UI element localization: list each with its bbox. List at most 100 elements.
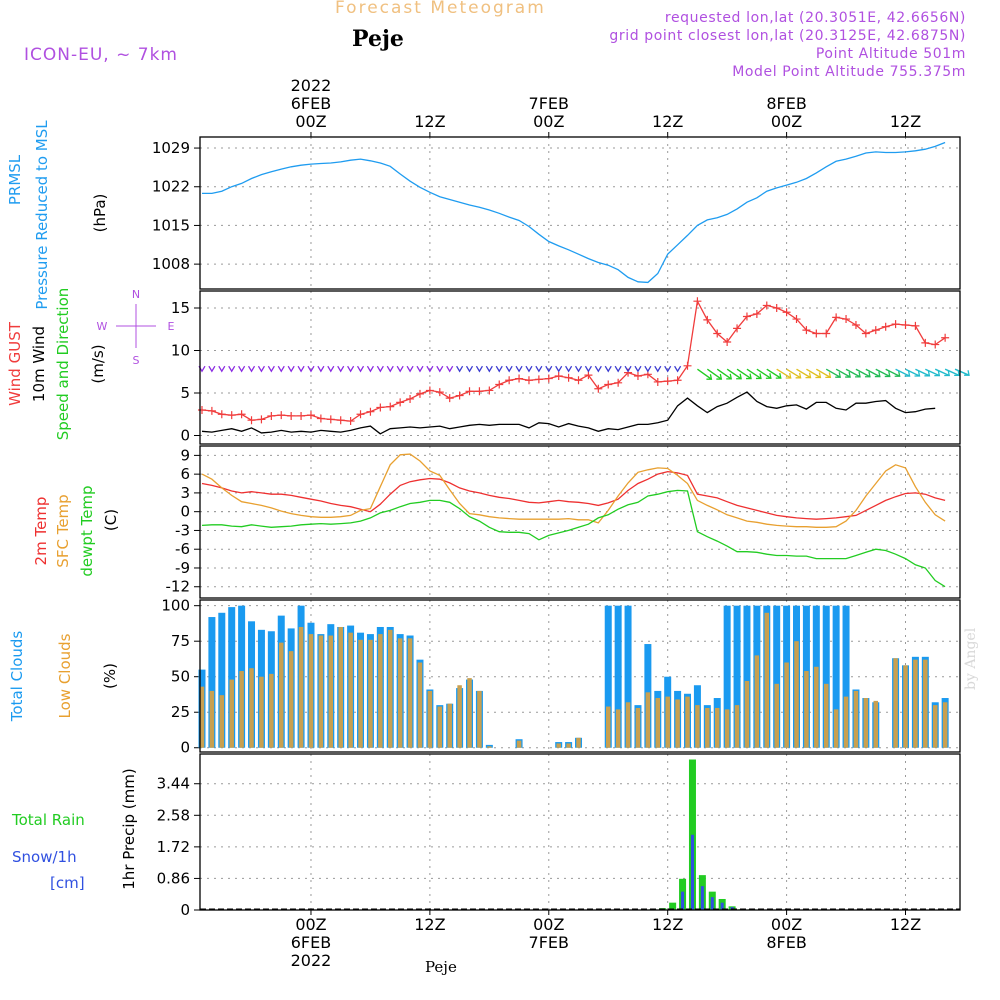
total-cloud-bar xyxy=(604,605,612,748)
low-cloud-bar xyxy=(239,671,244,748)
temperature-panel-frame xyxy=(199,445,961,599)
gust-marker xyxy=(584,371,593,380)
wind-direction-arrow xyxy=(644,365,652,373)
total-cloud-bar xyxy=(614,605,622,748)
top-time-label: 12Z xyxy=(652,112,683,131)
wind-direction-arrow xyxy=(327,365,335,373)
gust-marker xyxy=(693,297,702,306)
gust-marker xyxy=(356,410,365,419)
gust-marker xyxy=(733,324,742,333)
low-cloud-bar xyxy=(932,705,938,748)
gust-marker xyxy=(435,388,444,397)
gust-marker xyxy=(465,387,474,396)
gust-marker xyxy=(881,322,890,331)
low-cloud-bar xyxy=(447,703,452,748)
wind-direction-arrow xyxy=(287,365,295,373)
low-cloud-bar xyxy=(754,655,760,748)
top-time-label: 12Z xyxy=(890,112,921,131)
gust-marker xyxy=(762,301,771,310)
wind-direction-arrow xyxy=(716,368,732,380)
wind-direction-arrow xyxy=(594,365,602,373)
gust-marker xyxy=(564,373,573,382)
bottom-time-label: 00Z xyxy=(533,915,564,934)
top-time-label: 00Z xyxy=(295,112,326,131)
wind-direction-arrow xyxy=(776,368,792,379)
gust-marker xyxy=(237,410,246,419)
gust-marker xyxy=(574,376,583,385)
gust-marker xyxy=(633,372,642,380)
point-altitude: Point Altitude 501m xyxy=(815,46,966,62)
wind-direction-arrowhead xyxy=(924,370,931,377)
gust-marker xyxy=(257,415,266,424)
temp-dewpt-line xyxy=(201,489,946,588)
gust-marker xyxy=(802,326,811,335)
gust-marker xyxy=(703,315,712,324)
wind-10m-label: 10m Wind xyxy=(30,326,48,402)
low-cloud-bar xyxy=(784,662,789,748)
low-cloud-bar xyxy=(705,707,710,748)
low-cloud-bar xyxy=(269,673,274,748)
bottom-time-label: 12Z xyxy=(414,915,445,934)
low-cloud-bar xyxy=(893,658,898,748)
wind-direction-arrow xyxy=(584,365,592,373)
wind-direction-arrow xyxy=(475,365,483,373)
top-time-label: 7FEB xyxy=(529,94,569,113)
total-cloud-bar xyxy=(733,605,741,748)
wind-direction-arrow xyxy=(825,368,841,378)
wind-direction-arrowhead xyxy=(775,372,782,379)
wind-direction-arrow xyxy=(238,365,246,373)
low-cloud-bar xyxy=(348,632,353,748)
y-tick-label: 1008 xyxy=(152,255,190,273)
gust-marker xyxy=(742,312,751,321)
wind-direction-arrow xyxy=(697,368,712,380)
wind-direction-arrow xyxy=(545,365,553,373)
wind-direction-arrow xyxy=(574,365,583,373)
wind-direction-arrowhead xyxy=(805,372,812,379)
gust-marker xyxy=(515,374,524,383)
pressure-label-2: Pressure Reduced to MSL xyxy=(33,120,51,310)
gust-marker xyxy=(326,415,335,424)
y-tick-label: -6 xyxy=(175,540,190,558)
wind-direction-arrowhead xyxy=(944,370,951,377)
requested-coords: requested lon,lat (20.3051E, 42.6656N) xyxy=(664,10,966,26)
wind-gust-line xyxy=(201,299,946,422)
low-cloud-bar xyxy=(903,665,908,748)
gust-marker xyxy=(772,304,781,312)
temp-dewpt-label: dewpt Temp xyxy=(78,485,96,576)
y-tick-label: 1.72 xyxy=(157,838,190,856)
low-cloud-bar xyxy=(645,692,651,748)
wind-direction-arrow xyxy=(366,365,374,373)
wind-direction-arrow xyxy=(736,368,752,380)
gust-marker xyxy=(842,315,851,324)
low-cloud-bar xyxy=(655,698,661,748)
wind-direction-arrowhead xyxy=(934,370,941,377)
low-cloud-bar xyxy=(457,685,462,748)
gust-marker xyxy=(247,416,256,425)
bottom-time-label: 6FEB xyxy=(291,933,331,952)
gust-marker xyxy=(336,416,345,425)
gust-marker xyxy=(207,406,216,415)
low-cloud-bar xyxy=(387,629,393,748)
wind-direction-arrow xyxy=(766,368,782,379)
gust-marker xyxy=(217,410,226,419)
wind-direction-arrowhead xyxy=(874,371,881,378)
snow-bar xyxy=(720,902,724,910)
gust-marker xyxy=(812,329,821,338)
low-cloud-bar xyxy=(487,746,492,748)
top-time-label: 00Z xyxy=(533,112,564,131)
y-tick-label: 100 xyxy=(161,597,190,615)
low-cloud-bar xyxy=(259,676,264,748)
y-tick-label: 10 xyxy=(171,342,190,360)
wind-direction-arrowhead xyxy=(726,373,733,380)
pressure-unit: (hPa) xyxy=(91,194,109,233)
wind-direction-arrow xyxy=(446,365,454,373)
wind-direction-arrow xyxy=(297,365,305,373)
wind-direction-arrow xyxy=(436,365,444,373)
wind-direction-arrow xyxy=(208,365,216,373)
gust-marker xyxy=(752,309,761,318)
low-cloud-bar xyxy=(338,626,343,748)
y-tick-label: 1015 xyxy=(152,216,190,234)
gust-marker xyxy=(366,407,375,416)
y-tick-label: 0 xyxy=(180,427,190,445)
gust-marker xyxy=(792,315,801,324)
